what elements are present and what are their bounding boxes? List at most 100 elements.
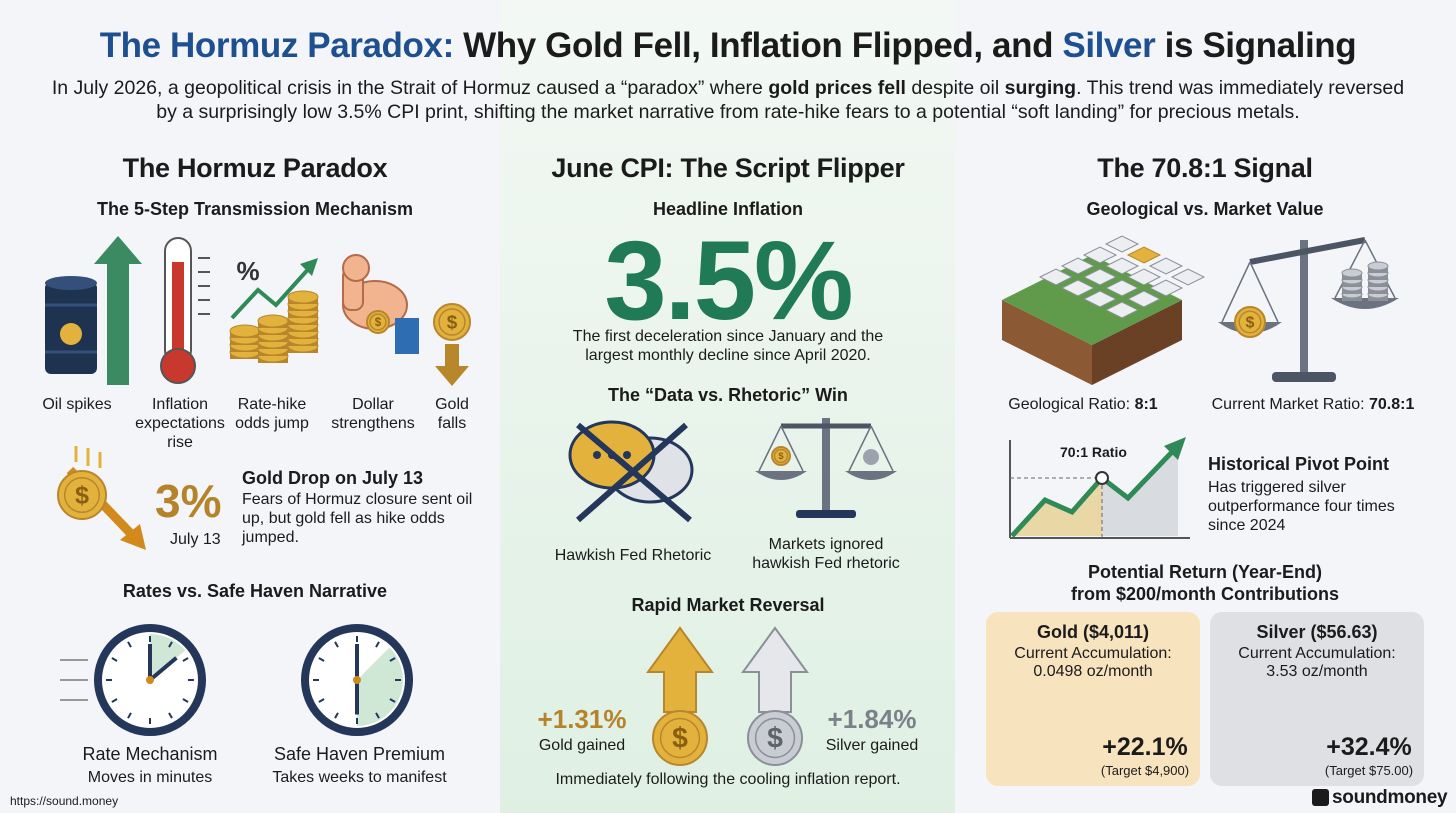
title-part: Silver bbox=[1062, 26, 1156, 65]
clock-tick bbox=[334, 712, 339, 719]
area bbox=[1102, 448, 1178, 536]
bar bbox=[1126, 246, 1162, 264]
clock-wedge bbox=[150, 634, 186, 680]
title-part: The Hormuz Paradox: bbox=[99, 26, 455, 65]
coin-symbol: $ bbox=[375, 317, 382, 329]
card-target: (Target $75.00) bbox=[1324, 763, 1414, 778]
bar bbox=[1126, 290, 1162, 308]
brand-icon bbox=[1312, 789, 1329, 806]
ratio-value: 8:1 bbox=[1134, 396, 1158, 413]
scale-base bbox=[1272, 372, 1336, 382]
pivot-dot bbox=[1095, 471, 1109, 485]
title-part: is Signaling bbox=[1155, 26, 1357, 65]
coin-face bbox=[287, 290, 319, 304]
heading: The 70.8:1 Signal bbox=[1097, 153, 1313, 183]
coin-symbol: $ bbox=[1246, 314, 1255, 331]
gold-gain: +1.31% bbox=[537, 704, 627, 734]
gold-arrow bbox=[646, 626, 714, 713]
clock-tick bbox=[168, 641, 173, 648]
gold-drop-text: Fears of Hormuz closure sent oil up, but… bbox=[242, 491, 473, 546]
step-label: Dollar strengthens bbox=[331, 396, 415, 432]
bar bbox=[1148, 257, 1184, 275]
card-return: +22.1% bbox=[1102, 733, 1188, 761]
footer-url: https://sound.money bbox=[10, 794, 119, 808]
clock-pin bbox=[353, 676, 361, 684]
silver-card bbox=[1210, 612, 1424, 786]
coin-symbol: $ bbox=[75, 482, 89, 510]
thermometer-fill bbox=[172, 262, 184, 362]
clock-pin bbox=[146, 676, 154, 684]
returns-heading: Potential Return (Year-End) bbox=[1087, 562, 1323, 582]
bar bbox=[1038, 268, 1074, 286]
subtitle-part: . This trend was immediately reversed by… bbox=[156, 77, 1405, 123]
scale-base bbox=[796, 510, 856, 518]
percent-symbol: % bbox=[236, 256, 259, 286]
coin-face bbox=[257, 314, 289, 328]
gold-drop-title: Gold Drop on July 13 bbox=[242, 468, 424, 488]
subheading: The 5-Step Transmission Mechanism bbox=[96, 199, 414, 219]
subtitle-part: gold prices fell bbox=[768, 77, 906, 99]
card-title: Gold ($4,011) bbox=[1036, 622, 1150, 642]
silver-gain-label: Silver gained bbox=[825, 737, 919, 754]
step-label: Oil spikes bbox=[42, 396, 112, 413]
note: Immediately following the cooling inflat… bbox=[555, 771, 901, 788]
clock-label: Rate Mechanism bbox=[82, 744, 218, 764]
bar bbox=[1082, 268, 1118, 286]
bar bbox=[1082, 246, 1118, 264]
clock-tick bbox=[182, 698, 189, 703]
headline-inflation: 3.5% bbox=[604, 218, 853, 343]
ground-side bbox=[1092, 300, 1182, 385]
cross bbox=[576, 422, 688, 523]
card-return: +32.4% bbox=[1326, 733, 1412, 761]
clock-tick bbox=[127, 712, 132, 719]
note: The first deceleration since January and… bbox=[572, 328, 884, 364]
scale-post bbox=[1300, 240, 1308, 375]
bar bbox=[1148, 279, 1184, 297]
bar bbox=[1060, 257, 1096, 275]
clock-tick bbox=[111, 698, 118, 703]
ground-side bbox=[1002, 300, 1092, 385]
ratio-label: Current Market Ratio: bbox=[1211, 396, 1365, 413]
gold-card bbox=[986, 612, 1200, 786]
coin-face bbox=[1367, 261, 1389, 271]
clock-tick bbox=[182, 657, 189, 662]
card-line: 0.0498 oz/month bbox=[1033, 663, 1153, 680]
clock-tick bbox=[375, 641, 380, 648]
bar bbox=[1082, 290, 1118, 308]
clock-tick bbox=[334, 641, 339, 648]
silver-arrow bbox=[741, 626, 809, 713]
coin-symbol: $ bbox=[767, 723, 783, 755]
trend-line bbox=[230, 263, 314, 320]
clock-label: Safe Haven Premium bbox=[273, 744, 446, 764]
subtitle-part: surging bbox=[1004, 77, 1077, 99]
clock-note: Moves in minutes bbox=[87, 769, 213, 786]
brand: soundmoney bbox=[1332, 787, 1448, 808]
coin-symbol: $ bbox=[778, 451, 784, 462]
icon-label: Markets ignored hawkish Fed rhetoric bbox=[752, 536, 900, 572]
bar bbox=[1126, 268, 1162, 286]
coin-rim bbox=[659, 717, 701, 759]
bar bbox=[1104, 301, 1140, 319]
ratio-label: Geological Ratio: bbox=[1008, 396, 1131, 413]
chart-label: 70:1 Ratio bbox=[1060, 444, 1127, 460]
coin-rim bbox=[1238, 310, 1262, 334]
weight bbox=[863, 449, 879, 465]
middle-panel bbox=[500, 0, 955, 813]
thermometer-bulb bbox=[160, 348, 196, 384]
sleeve bbox=[395, 318, 419, 354]
bar bbox=[1170, 268, 1206, 286]
coin-face bbox=[1341, 268, 1363, 278]
heading: The Hormuz Paradox bbox=[122, 153, 388, 183]
clock-note: Takes weeks to manifest bbox=[272, 769, 447, 786]
gold-drop-date: July 13 bbox=[170, 531, 221, 548]
coin-rim bbox=[438, 308, 466, 336]
gold-gain-label: Gold gained bbox=[538, 737, 626, 754]
scale-strings bbox=[758, 425, 804, 472]
coin-rim bbox=[63, 476, 101, 514]
coin-symbol: $ bbox=[672, 723, 688, 755]
clock-tick bbox=[168, 712, 173, 719]
clock-wedge bbox=[357, 647, 403, 726]
heading: June CPI: The Script Flipper bbox=[551, 153, 905, 183]
fist bbox=[342, 254, 370, 282]
